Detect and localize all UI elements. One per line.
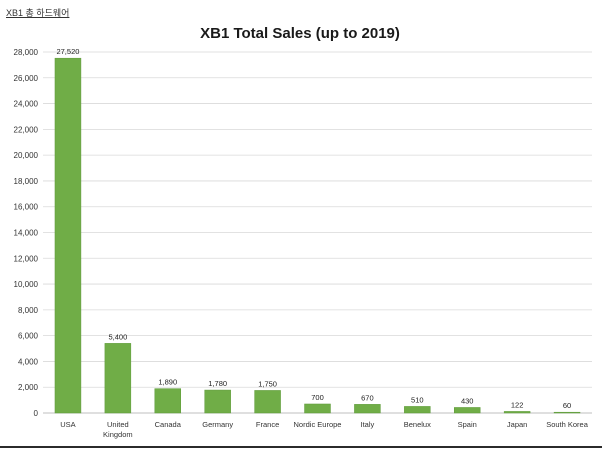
x-tick-label: Nordic Europe: [294, 420, 342, 429]
x-tick-label: Benelux: [404, 420, 431, 429]
y-tick-label: 6,000: [18, 332, 39, 341]
y-tick-label: 16,000: [14, 203, 39, 212]
bar: [54, 57, 82, 414]
x-tick-label: Spain: [458, 420, 477, 429]
y-tick-label: 22,000: [14, 125, 39, 134]
data-label: 1,780: [208, 379, 227, 388]
y-tick-label: 28,000: [14, 48, 39, 57]
x-axis-tick-labels: USA United Kingdom Canada Germany France Nordi…: [60, 420, 588, 439]
x-tick-label: South Korea: [546, 420, 589, 429]
bar: [104, 343, 132, 414]
x-tick-label: France: [256, 420, 279, 429]
bar: [354, 404, 381, 414]
data-label: 1,890: [158, 378, 177, 387]
x-tick-label: United Kingdom: [103, 420, 133, 439]
y-tick-label: 0: [34, 409, 39, 418]
bar: [503, 411, 531, 414]
data-label: 430: [461, 396, 474, 405]
y-tick-label: 4,000: [18, 357, 39, 366]
y-tick-label: 8,000: [18, 306, 39, 315]
y-axis-tick-labels: 0 2,000 4,000 6,000 8,000 10,000 12,000 14,000 1…: [14, 48, 39, 418]
corner-label: XB1 총 하드웨어: [6, 8, 70, 18]
bar: [404, 406, 431, 414]
bar: [553, 411, 581, 414]
bar: [154, 388, 181, 414]
x-tick-label: Italy: [361, 420, 375, 429]
data-label: 5,400: [108, 332, 127, 341]
data-label: 700: [311, 393, 324, 402]
bars: [54, 57, 581, 414]
data-label: 27,520: [56, 47, 79, 56]
x-tick-label: Japan: [507, 420, 527, 429]
bar: [454, 407, 481, 414]
data-labels: 27,520 5,400 1,890 1,780 1,750 700 670 510 430 12…: [56, 47, 571, 410]
y-tick-label: 2,000: [18, 383, 39, 392]
x-tick-label: Canada: [155, 420, 182, 429]
x-tick-label: USA: [60, 420, 75, 429]
gridlines: [43, 51, 592, 414]
bar: [204, 389, 231, 414]
data-label: 1,750: [258, 379, 277, 388]
x-tick-label: Germany: [202, 420, 233, 429]
y-tick-label: 18,000: [14, 177, 39, 186]
y-tick-label: 10,000: [14, 280, 39, 289]
y-tick-label: 20,000: [14, 151, 39, 160]
bar: [254, 390, 281, 414]
y-tick-label: 12,000: [14, 254, 39, 263]
data-label: 670: [361, 393, 374, 402]
bar: [304, 403, 331, 414]
data-label: 122: [511, 400, 524, 409]
bottom-divider: [0, 446, 602, 448]
y-tick-label: 14,000: [14, 229, 39, 238]
y-tick-label: 26,000: [14, 74, 39, 83]
data-label: 510: [411, 395, 424, 404]
data-label: 60: [563, 401, 571, 410]
y-tick-label: 24,000: [14, 100, 39, 109]
chart-title: XB1 Total Sales (up to 2019): [200, 25, 400, 42]
